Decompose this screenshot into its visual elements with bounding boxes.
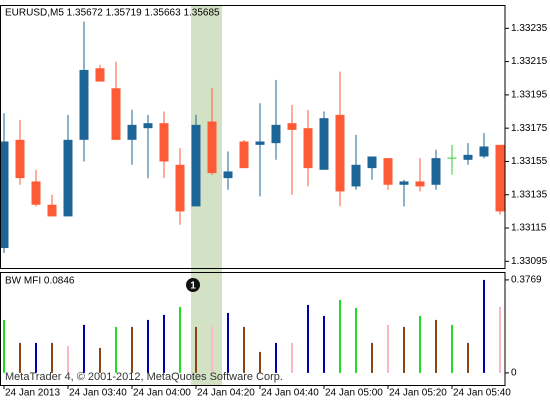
candle-body: [111, 88, 121, 140]
candle-body: [143, 123, 153, 129]
x-tick-label: 24 Jan 05:00: [325, 388, 383, 399]
candle-body: [303, 128, 313, 169]
candle-body: [479, 146, 489, 157]
y-tick-label: 1.33155: [511, 156, 548, 167]
candle-body: [159, 123, 169, 162]
candle-body: [47, 204, 57, 217]
y-tick-label: 1.33095: [511, 256, 548, 267]
candle-body: [383, 158, 393, 185]
y-tick-label: 1.33135: [511, 189, 548, 200]
candle-body: [127, 124, 137, 140]
y-tick-label: 1.33215: [511, 56, 548, 67]
candle-body: [399, 181, 409, 185]
candle-body: [31, 181, 41, 205]
candle-body: [191, 124, 201, 207]
x-tick-label: 24 Jan 05:40: [453, 388, 511, 399]
y-tick-label: 0.3769: [511, 275, 542, 286]
y-tick-label: 1.33115: [511, 223, 547, 234]
candle-body: [351, 164, 361, 187]
x-tick-label: 24 Jan 04:20: [197, 388, 255, 399]
candle-body: [207, 121, 217, 174]
x-tick-label: 24 Jan 04:40: [261, 388, 319, 399]
candle-body: [495, 144, 505, 212]
y-tick-label: 1.33175: [511, 123, 548, 134]
x-tick-label: 24 Jan 2013: [5, 388, 60, 399]
pane-frame: [0, 272, 506, 386]
y-tick-label: 0: [511, 368, 517, 379]
candle-body: [335, 114, 345, 192]
candle-body: [367, 156, 377, 169]
candle-body: [287, 123, 297, 130]
candle-body: [271, 124, 281, 144]
pane-frame: [0, 5, 506, 269]
candle-body: [0, 141, 9, 249]
candle-body: [79, 69, 89, 140]
x-tick-label: 24 Jan 04:00: [133, 388, 191, 399]
chart-title: EURUSD,M5 1.35672 1.35719 1.35663 1.3568…: [5, 8, 220, 19]
candle-body: [415, 181, 425, 187]
watermark: MetaTrader 4, © 2001-2012, MetaQuotes So…: [5, 371, 283, 383]
annotation-text: 1: [190, 281, 196, 292]
candle-body: [431, 158, 441, 185]
y-tick-label: 1.33235: [511, 23, 548, 34]
candle-body: [223, 171, 233, 179]
candle-body: [63, 139, 73, 217]
candle-body: [463, 154, 473, 160]
candle-body: [239, 141, 249, 169]
annotation-marker: [186, 278, 200, 292]
indicator-title: BW MFI 0.0846: [5, 276, 75, 287]
x-tick-label: 24 Jan 03:40: [69, 388, 127, 399]
candle-body: [175, 164, 185, 212]
candle-body: [15, 139, 25, 179]
x-tick-label: 24 Jan 05:20: [389, 388, 447, 399]
y-tick-label: 1.33195: [511, 90, 548, 101]
candle-body: [319, 118, 329, 170]
candle-body: [95, 68, 105, 82]
candle-body: [255, 141, 265, 145]
